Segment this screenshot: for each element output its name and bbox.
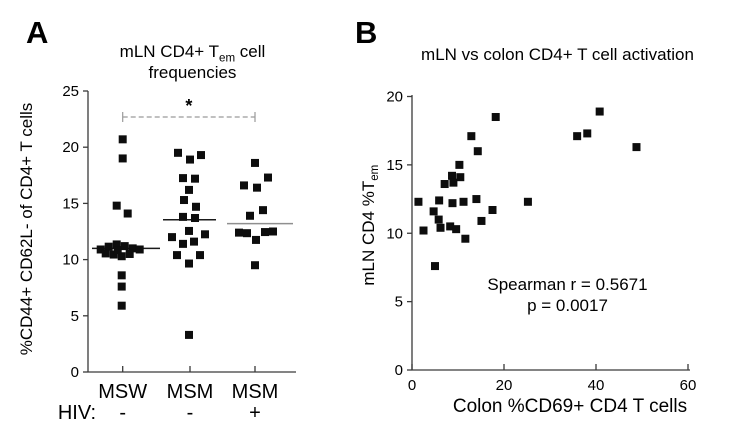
svg-text:60: 60 (680, 377, 697, 394)
panel-a-hiv-label: HIV: (57, 402, 96, 424)
svg-text:15: 15 (386, 157, 403, 174)
panel-b-x-axis-label: Colon %CD69+ CD4 T cells (452, 396, 688, 417)
svg-text:MSM: MSM (167, 381, 214, 403)
svg-text:5: 5 (71, 308, 79, 325)
svg-text:0: 0 (71, 364, 79, 381)
svg-text:20: 20 (62, 139, 79, 156)
svg-text:10: 10 (62, 252, 79, 269)
panel-b-label: B (355, 15, 378, 50)
panel-a-title-sub: em (219, 52, 236, 65)
svg-text:15: 15 (62, 195, 79, 212)
svg-text:0: 0 (408, 377, 416, 394)
panel-a-title-post: cell (235, 42, 266, 61)
svg-text:40: 40 (588, 377, 605, 394)
svg-text:20: 20 (386, 89, 403, 106)
svg-text:-: - (119, 402, 126, 424)
svg-text:0: 0 (395, 362, 403, 379)
svg-text:20: 20 (496, 377, 513, 394)
svg-text:5: 5 (395, 294, 403, 311)
panel-a-title-line1: mLN CD4+ Tem cell (85, 42, 300, 66)
panel-a-title-line2: frequencies (148, 63, 237, 82)
spearman-r-text: Spearman r = 0.5671 (487, 275, 648, 294)
panel-a-title-pre: mLN CD4+ T (119, 42, 220, 61)
svg-text:*: * (185, 96, 192, 116)
svg-text:10: 10 (386, 225, 403, 242)
svg-text:+: + (249, 402, 261, 424)
svg-text:MSW: MSW (98, 381, 147, 403)
svg-text:-: - (187, 402, 194, 424)
panel-b-title: mLN vs colon CD4+ T cell activation (421, 45, 694, 64)
svg-text:MSM: MSM (232, 381, 279, 403)
panel-a-label: A (26, 15, 49, 50)
svg-text:25: 25 (62, 83, 79, 100)
p-value-text: p = 0.0017 (527, 296, 608, 315)
